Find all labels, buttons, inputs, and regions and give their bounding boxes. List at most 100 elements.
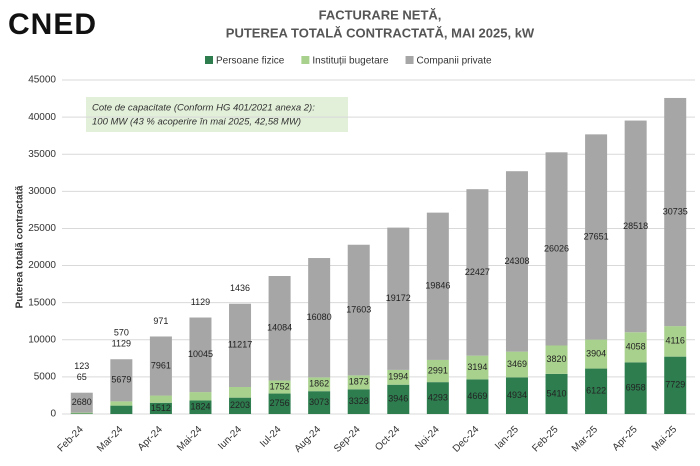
data-label: 6958 — [626, 383, 646, 393]
bar-segment — [466, 355, 489, 380]
data-label: 1873 — [349, 377, 369, 387]
bar-segment — [189, 400, 212, 414]
chart-subtitle: PUTEREA TOTALĂ CONTRACTATĂ, MAI 2025, kW — [226, 25, 535, 40]
data-label: 3820 — [547, 354, 567, 364]
bar-segment — [268, 393, 291, 414]
bar-segment — [110, 401, 133, 406]
data-label: 1512 — [151, 403, 171, 413]
bar-segment — [387, 227, 410, 370]
bar-segment — [189, 317, 212, 393]
data-label: 22427 — [465, 267, 490, 277]
y-tick-label: 0 — [50, 409, 56, 420]
data-label: 971 — [153, 316, 168, 326]
bar-segment — [664, 97, 687, 327]
x-tick-label: Apr-24 — [136, 424, 165, 453]
data-label: 4934 — [507, 390, 527, 400]
bar-segment — [308, 391, 331, 414]
data-label: 5679 — [111, 375, 131, 385]
bar-segment — [545, 152, 568, 346]
bar-segment — [110, 359, 133, 402]
bar-segment — [308, 258, 331, 378]
bar-segment — [387, 369, 410, 385]
bar-segment — [664, 356, 687, 414]
data-label: 2680 — [72, 397, 92, 407]
x-tick-label: Mai-25 — [650, 424, 680, 454]
legend-label: Companii private — [417, 56, 492, 67]
data-label: 30735 — [663, 206, 688, 216]
x-tick-label: Feb-25 — [530, 424, 560, 454]
bar-segment — [268, 276, 291, 381]
bar-segment — [664, 326, 687, 357]
y-tick-label: 30000 — [28, 186, 56, 197]
bar-segment — [426, 359, 449, 383]
data-label: 1436 — [230, 283, 250, 293]
x-tick-label: Mai-24 — [175, 424, 205, 454]
bar-segment — [149, 395, 172, 403]
bar-segment — [268, 380, 291, 394]
data-label: 4293 — [428, 392, 448, 402]
bar-segment — [387, 384, 410, 414]
bar-segment — [229, 303, 252, 387]
bar-segment — [347, 375, 370, 390]
legend-swatch — [205, 56, 213, 64]
bar-segment — [466, 379, 489, 414]
bar-segment — [585, 134, 608, 340]
x-tick-label: Apr-25 — [611, 424, 640, 453]
x-tick-label: Noi-24 — [413, 424, 442, 453]
data-label: 123 — [74, 361, 89, 371]
data-label: 3946 — [388, 394, 408, 404]
data-label: 1824 — [190, 402, 210, 412]
bar-segment — [347, 389, 370, 414]
bar-segment — [585, 368, 608, 414]
data-label: 1129 — [191, 297, 210, 307]
y-tick-label: 40000 — [28, 112, 56, 123]
x-tick-label: Mar-25 — [570, 424, 600, 454]
data-label: 5410 — [547, 388, 567, 398]
annotation: 100 MW (43 % acoperire în mai 2025, 42,5… — [92, 117, 301, 128]
data-label: 19172 — [386, 293, 411, 303]
data-label: 570 — [114, 328, 129, 338]
legend-swatch — [301, 56, 310, 64]
data-label: 1129 — [112, 339, 131, 349]
data-label: 4058 — [626, 342, 646, 352]
data-label: 24308 — [504, 256, 529, 266]
x-tick-label: Aug-24 — [293, 424, 324, 455]
data-label: 2203 — [230, 400, 250, 410]
bar-segment — [149, 336, 172, 396]
data-label: 7729 — [665, 380, 685, 390]
data-label: 2991 — [428, 365, 448, 375]
annotation: Cote de capacitate (Conform HG 401/2021 … — [92, 103, 315, 114]
bar-segment — [229, 386, 252, 398]
data-label: 28518 — [623, 221, 648, 231]
data-label: 14084 — [267, 323, 292, 333]
data-label: 65 — [77, 372, 87, 382]
bar-segment — [308, 377, 331, 392]
logo: CNED — [8, 8, 97, 41]
data-label: 1752 — [270, 381, 290, 391]
bar-segment — [545, 345, 568, 374]
data-label: 10045 — [188, 349, 213, 359]
annotation-box — [86, 97, 348, 132]
legend-label: Persoane fizice — [216, 56, 285, 67]
chart-title: FACTURARE NETĂ, — [319, 7, 442, 22]
data-label: 17603 — [346, 304, 371, 314]
y-tick-label: 25000 — [28, 223, 56, 234]
bar-segment — [545, 373, 568, 414]
bar-segment — [624, 362, 647, 414]
y-tick-label: 35000 — [28, 149, 56, 160]
x-tick-label: Ian-25 — [493, 424, 521, 452]
data-label: 26026 — [544, 243, 569, 253]
legend-swatch — [405, 56, 414, 64]
bar-segment — [505, 377, 528, 414]
data-label: 3904 — [586, 348, 606, 358]
data-label: 3469 — [507, 359, 527, 369]
bar-segment — [426, 212, 449, 360]
x-tick-label: Mar-24 — [95, 424, 125, 454]
bar-segment — [189, 392, 212, 401]
bar-segment — [110, 405, 133, 414]
y-tick-label: 20000 — [28, 260, 56, 271]
data-label: 19846 — [425, 281, 450, 291]
bar-segment — [149, 402, 172, 414]
data-label: 4116 — [666, 336, 685, 346]
